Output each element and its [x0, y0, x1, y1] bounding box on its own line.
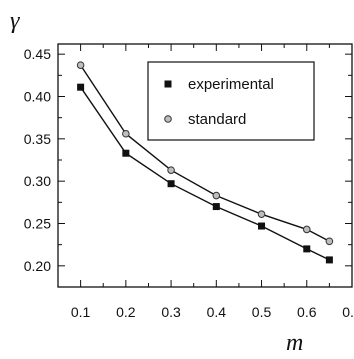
- data-point-experimental: [258, 222, 266, 230]
- legend-marker-experimental: [164, 80, 172, 88]
- data-point-standard: [212, 191, 221, 200]
- x-axis-title: m: [286, 330, 303, 356]
- x-tick-label: 0.2: [116, 304, 136, 320]
- data-point-standard: [325, 237, 334, 246]
- x-tick-label: 0.1: [71, 304, 91, 320]
- y-tick-label: 0.45: [24, 46, 51, 62]
- x-tick-label: 0.7: [342, 304, 354, 320]
- y-tick-label: 0.35: [24, 131, 51, 147]
- data-point-experimental: [77, 83, 85, 91]
- data-point-standard: [76, 61, 85, 69]
- data-point-experimental: [212, 203, 220, 211]
- x-tick-label: 0.6: [297, 304, 317, 320]
- y-tick-label: 0.20: [24, 258, 51, 274]
- y-tick-label: 0.40: [24, 88, 51, 104]
- data-point-standard: [122, 129, 130, 138]
- data-point-standard: [257, 210, 266, 218]
- legend-marker-standard: [164, 115, 172, 123]
- data-point-standard: [302, 225, 311, 234]
- data-point-experimental: [167, 180, 175, 188]
- x-tick-label: 0.5: [252, 304, 272, 320]
- x-tick-label: 0.4: [207, 304, 227, 320]
- y-axis-title: γ: [10, 8, 20, 34]
- y-tick-label: 0.30: [24, 173, 51, 189]
- data-point-experimental: [325, 256, 333, 264]
- data-point-experimental: [303, 245, 311, 253]
- x-tick-label: 0.3: [161, 304, 181, 320]
- legend-label-standard: standard: [188, 111, 246, 128]
- y-tick-label: 0.25: [24, 215, 51, 231]
- plot-frame: [57, 43, 353, 288]
- legend-label-experimental: experimental: [188, 76, 274, 93]
- data-point-experimental: [122, 149, 130, 157]
- legend-box: [147, 61, 315, 141]
- data-point-standard: [167, 166, 175, 174]
